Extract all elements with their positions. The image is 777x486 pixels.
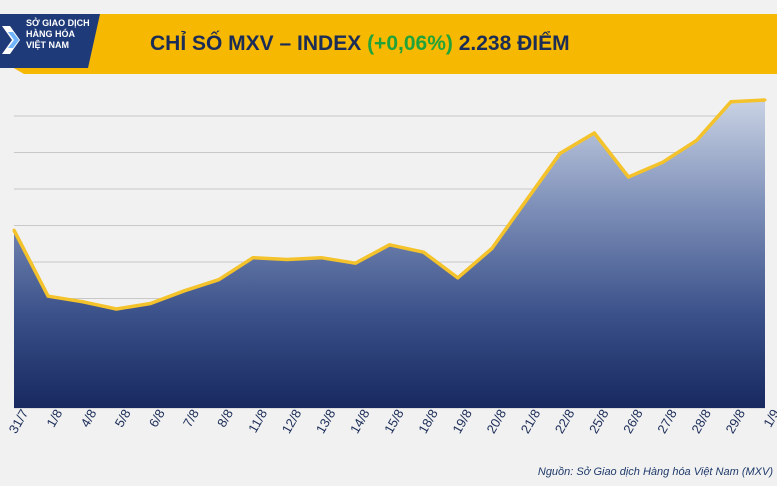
- x-tick-label: 6/8: [146, 407, 168, 430]
- data-point: [319, 256, 323, 260]
- title-prefix: CHỈ SỐ MXV – INDEX: [150, 32, 362, 55]
- x-tick-label: 1/9: [760, 407, 777, 430]
- index-area: [14, 100, 765, 408]
- data-point: [285, 258, 289, 261]
- data-point: [114, 307, 118, 311]
- x-tick-label: 25/8: [586, 407, 612, 436]
- x-tick-label: 12/8: [279, 407, 305, 436]
- x-tick-label: 1/8: [43, 407, 65, 430]
- data-point: [592, 131, 596, 135]
- data-point: [217, 278, 221, 282]
- change-percent: (+0,06%): [367, 32, 453, 55]
- x-tick-label: 5/8: [112, 407, 134, 430]
- page-title: CHỈ SỐ MXV – INDEX (+0,06%) 2.238 ĐIỂM: [150, 32, 570, 62]
- data-point: [763, 98, 767, 102]
- x-tick-label: 19/8: [449, 407, 475, 436]
- x-tick-label: 14/8: [347, 407, 373, 436]
- x-tick-label: 7/8: [180, 407, 202, 430]
- x-tick-label: 13/8: [313, 407, 339, 436]
- logo-text: SỞ GIAO DỊCH HÀNG HÓA VIỆT NAM: [26, 18, 100, 51]
- data-point: [695, 138, 699, 142]
- x-tick-label: 15/8: [381, 407, 407, 436]
- x-tick-label: 31/7: [6, 407, 32, 436]
- x-tick-label: 29/8: [722, 407, 748, 436]
- x-tick-label: 21/8: [518, 407, 544, 436]
- data-point: [149, 302, 153, 305]
- data-point: [490, 247, 494, 250]
- data-point: [422, 250, 426, 254]
- x-tick-label: 4/8: [78, 407, 100, 430]
- data-point: [183, 289, 187, 293]
- data-point: [46, 294, 50, 298]
- index-value: 2.238 ĐIỂM: [458, 32, 570, 55]
- data-point: [80, 300, 84, 304]
- data-point: [524, 199, 528, 203]
- data-point: [456, 276, 460, 280]
- logo-line-2: HÀNG HÓA: [26, 29, 75, 39]
- x-tick-label: 20/8: [484, 407, 510, 436]
- logo-line-3: VIỆT NAM: [26, 40, 70, 50]
- data-point: [388, 243, 391, 247]
- x-tick-label: 8/8: [214, 407, 236, 430]
- x-tick-label: 26/8: [620, 407, 646, 436]
- data-point: [626, 175, 630, 179]
- data-point: [353, 261, 357, 265]
- x-tick-label: 27/8: [654, 407, 680, 436]
- mxv-logo: SỞ GIAO DỊCH HÀNG HÓA VIỆT NAM: [0, 14, 100, 68]
- source-note: Nguồn: Sở Giao dịch Hàng hóa Việt Nam (M…: [537, 466, 773, 478]
- data-point: [558, 151, 562, 155]
- data-point: [12, 228, 16, 232]
- data-point: [661, 160, 665, 164]
- banner-shape: [0, 14, 777, 74]
- logo-chevron-icon: [2, 26, 20, 54]
- x-tick-label: 18/8: [415, 407, 441, 436]
- logo-line-1: SỞ GIAO DỊCH: [26, 18, 90, 28]
- x-tick-label: 11/8: [245, 407, 270, 436]
- x-tick-label: 22/8: [552, 407, 578, 436]
- x-tick-label: 28/8: [688, 407, 714, 436]
- title-banner: [0, 0, 777, 76]
- data-point: [251, 256, 255, 260]
- data-point: [729, 100, 733, 104]
